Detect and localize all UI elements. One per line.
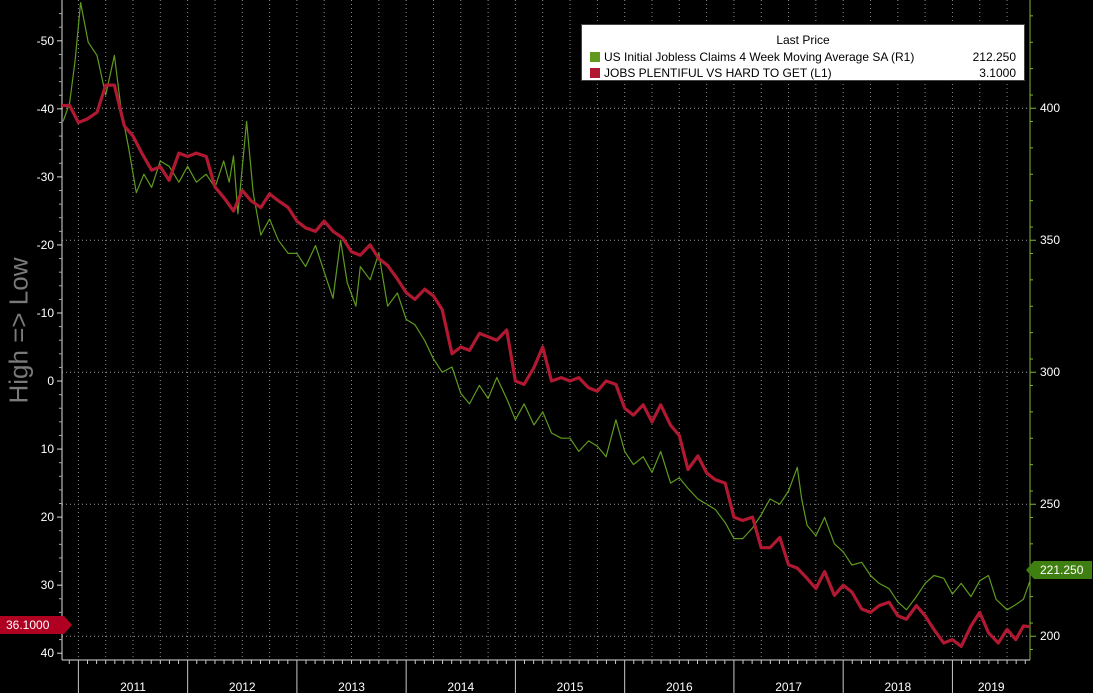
left-tick-label: -40 (37, 102, 55, 116)
legend-swatch-jobs (590, 67, 600, 78)
right-tick-label: 300 (1040, 365, 1060, 379)
right-tick-label: 200 (1040, 629, 1060, 643)
chart-legend: Last Price US Initial Jobless Claims 4 W… (581, 24, 1025, 81)
right-tick-label: 400 (1040, 101, 1060, 115)
year-label: 2013 (338, 680, 365, 693)
left-tick-label: 30 (41, 578, 55, 592)
jobs-last-value-badge: 36.1000 (0, 616, 72, 634)
legend-label-claims: US Initial Jobless Claims 4 Week Moving … (604, 49, 915, 64)
left-tick-label: -30 (37, 170, 55, 184)
left-tick-label: 0 (47, 374, 54, 388)
legend-header: Last Price (776, 33, 830, 47)
left-tick-label: 10 (41, 442, 55, 456)
legend-entry-claims: US Initial Jobless Claims 4 Week Moving … (590, 49, 1016, 64)
year-label: 2015 (557, 680, 584, 693)
right-tick-label: 350 (1040, 233, 1060, 247)
gridlines (62, 0, 1030, 660)
year-label: 2012 (229, 680, 256, 693)
left-tick-label: -10 (37, 306, 55, 320)
legend-value-claims: 212.250 (972, 49, 1016, 64)
year-label: 2018 (884, 680, 911, 693)
right-axis: 200 250 300 350 400 (1029, 0, 1060, 660)
legend-swatch-claims (590, 51, 600, 62)
series-line-claims (62, 2, 1031, 611)
right-tick-label: 250 (1040, 497, 1060, 511)
year-label: 2016 (666, 680, 693, 693)
legend-entry-jobs: JOBS PLENTIFUL VS HARD TO GET (L1) 3.100… (590, 65, 1016, 80)
left-tick-label: 20 (41, 510, 55, 524)
left-tick-label: 40 (41, 646, 55, 660)
claims-last-value-badge: 221.250 (1026, 561, 1092, 579)
series-layer (62, 2, 1031, 648)
left-tick-label: -50 (37, 34, 55, 48)
x-axis: 2011 2012 2013 2014 2015 2016 2017 2018 2019 (62, 659, 1030, 693)
left-axis-label: High => Low (3, 257, 34, 404)
year-label: 2017 (775, 680, 802, 693)
left-tick-label: -20 (37, 238, 55, 252)
legend-label-jobs: JOBS PLENTIFUL VS HARD TO GET (L1) (604, 65, 832, 80)
left-axis: -50 -40 -30 -20 -10 0 10 20 30 40 (37, 0, 63, 660)
year-label: 2019 (978, 680, 1005, 693)
year-label: 2011 (120, 680, 146, 693)
legend-value-jobs: 3.1000 (979, 65, 1016, 80)
series-line-jobs (62, 83, 1031, 648)
year-label: 2014 (447, 680, 474, 693)
